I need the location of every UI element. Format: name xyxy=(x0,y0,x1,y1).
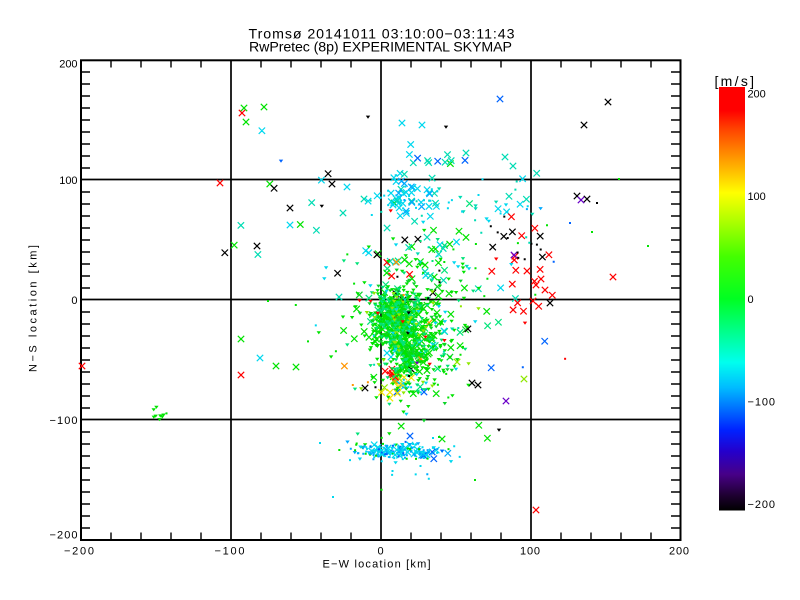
svg-text:−100: −100 xyxy=(748,397,776,409)
svg-text:200: 200 xyxy=(748,89,766,101)
svg-text:0: 0 xyxy=(71,295,77,307)
svg-text:RwPretec (8p) EXPERIMENTAL SKY: RwPretec (8p) EXPERIMENTAL SKYMAP xyxy=(249,40,512,56)
svg-text:−200: −200 xyxy=(748,499,776,511)
svg-text:[m/s]: [m/s] xyxy=(715,73,755,89)
svg-text:0: 0 xyxy=(748,294,754,306)
svg-text:−200: −200 xyxy=(50,530,78,542)
svg-text:200: 200 xyxy=(59,59,77,71)
svg-text:−100: −100 xyxy=(50,415,78,427)
svg-text:200: 200 xyxy=(669,546,689,558)
svg-text:E−W location [km]: E−W location [km] xyxy=(323,559,431,571)
svg-text:0: 0 xyxy=(377,546,383,558)
svg-text:Tromsø 20141011 03:10:00−03:11: Tromsø 20141011 03:10:00−03:11:43 xyxy=(249,27,515,43)
svg-text:100: 100 xyxy=(520,546,540,558)
svg-text:100: 100 xyxy=(59,175,77,187)
svg-text:100: 100 xyxy=(748,191,766,203)
